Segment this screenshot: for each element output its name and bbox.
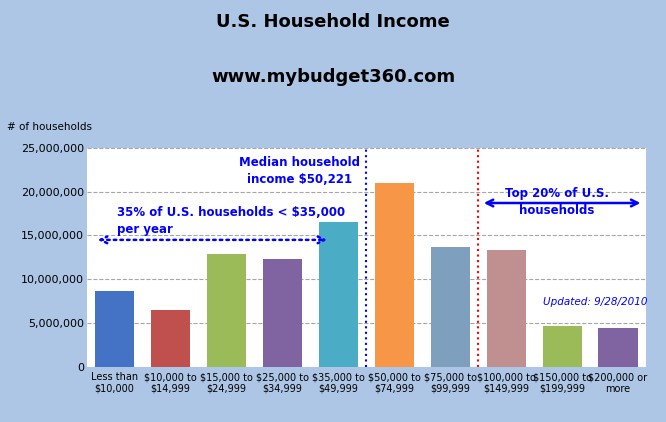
- Bar: [151, 310, 190, 367]
- Text: # of households: # of households: [7, 122, 92, 133]
- Text: 35% of U.S. households < $35,000
per year: 35% of U.S. households < $35,000 per yea…: [117, 206, 346, 235]
- Bar: [95, 291, 134, 367]
- Bar: [599, 327, 637, 367]
- Bar: [263, 259, 302, 367]
- Text: Updated: 9/28/2010: Updated: 9/28/2010: [543, 297, 648, 307]
- Bar: [543, 326, 581, 367]
- Bar: [319, 222, 358, 367]
- Bar: [431, 247, 470, 367]
- Bar: [207, 254, 246, 367]
- Bar: [375, 183, 414, 367]
- Text: Median household
income $50,221: Median household income $50,221: [238, 157, 360, 187]
- Text: U.S. Household Income: U.S. Household Income: [216, 13, 450, 31]
- Bar: [487, 250, 525, 367]
- Text: Top 20% of U.S.
households: Top 20% of U.S. households: [505, 187, 609, 217]
- Text: www.mybudget360.com: www.mybudget360.com: [211, 68, 455, 86]
